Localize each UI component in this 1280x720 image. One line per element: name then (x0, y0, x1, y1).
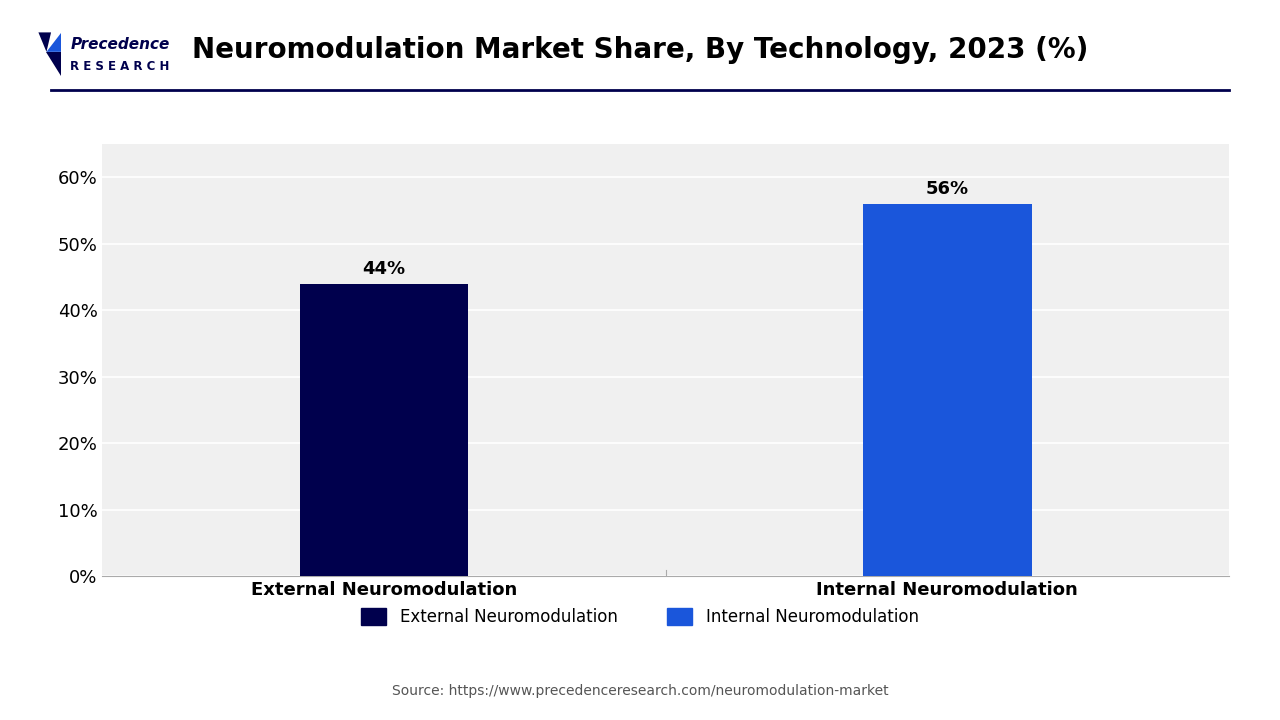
Text: Neuromodulation Market Share, By Technology, 2023 (%): Neuromodulation Market Share, By Technol… (192, 37, 1088, 64)
Legend: External Neuromodulation, Internal Neuromodulation: External Neuromodulation, Internal Neuro… (355, 601, 925, 632)
Polygon shape (46, 52, 61, 76)
Bar (300, 284, 468, 576)
Bar (863, 204, 1032, 576)
Text: R E S E A R C H: R E S E A R C H (70, 60, 170, 73)
Text: Precedence: Precedence (70, 37, 170, 52)
Polygon shape (38, 32, 51, 52)
Text: 44%: 44% (362, 260, 406, 278)
Text: Source: https://www.precedenceresearch.com/neuromodulation-market: Source: https://www.precedenceresearch.c… (392, 684, 888, 698)
Polygon shape (46, 32, 61, 52)
Text: 56%: 56% (925, 181, 969, 199)
